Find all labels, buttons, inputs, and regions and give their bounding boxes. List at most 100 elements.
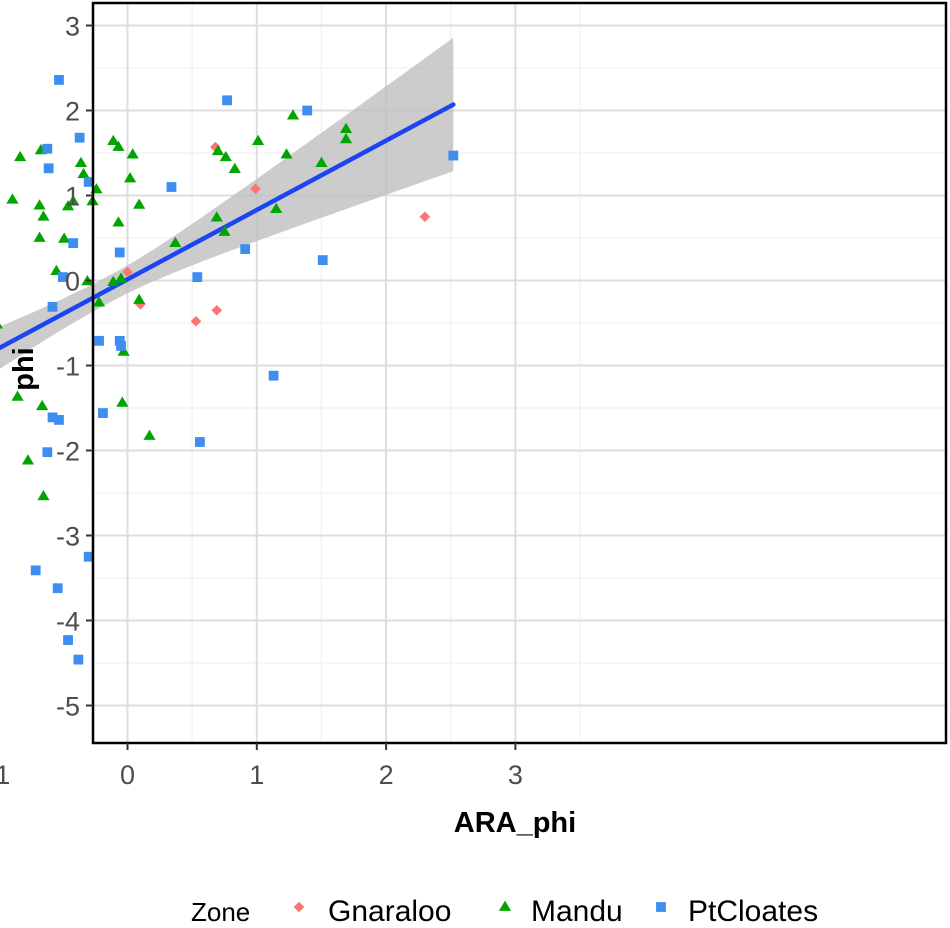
ptcloates-point (222, 95, 232, 106)
mandu-point (6, 193, 19, 204)
ptcloates-point (47, 301, 58, 312)
ptcloates-point (448, 150, 459, 161)
y-axis-title: phi (8, 347, 40, 391)
gnaraloo-point (190, 316, 202, 327)
legend-item-gnaraloo: Gnaraloo (293, 895, 451, 928)
ptcloates-point (166, 182, 177, 192)
mandu-point (169, 236, 182, 247)
y-tick-label: 2 (65, 97, 80, 127)
y-tick-label: 0 (65, 267, 80, 297)
y-tick-label: -1 (56, 352, 80, 382)
ptcloates-point (83, 551, 94, 562)
x-tick-label: 1 (249, 760, 264, 790)
series-ptcloates (30, 75, 459, 665)
ptcloates-point (116, 341, 126, 351)
ptcloates-point (94, 335, 104, 346)
legend-label-ptcloates: PtCloates (688, 895, 818, 928)
legend-key-ptcloates (656, 902, 666, 912)
mandu-point (14, 150, 27, 162)
y-tick-label: -5 (56, 692, 80, 722)
mandu-point (11, 390, 24, 401)
mandu-point (92, 296, 106, 307)
mandu-point (315, 156, 328, 168)
mandu-point (114, 272, 128, 283)
mandu-point (133, 198, 146, 209)
mandu-point (339, 122, 353, 134)
ptcloates-point (30, 565, 41, 576)
ptcloates-point (52, 583, 63, 594)
mandu-point (112, 216, 125, 227)
legend-key-mandu (498, 900, 512, 911)
ptcloates-point (268, 370, 279, 381)
mandu-point (339, 133, 353, 144)
legend-key-gnaraloo (293, 901, 305, 913)
y-axis-ticks: -5 -4 -3 -2 -1 0 1 2 3 (56, 12, 93, 722)
mandu-point (33, 199, 46, 210)
mandu-point (21, 454, 35, 465)
mandu-point (0, 323, 3, 329)
gnaraloo-point (210, 141, 221, 153)
legend-item-mandu: Mandu (498, 895, 623, 928)
legend-items: Gnaraloo Mandu PtCloates (293, 895, 818, 928)
x-tick-label: 3 (508, 760, 523, 790)
ptcloates-point (83, 177, 94, 187)
ptcloates-point (240, 244, 251, 254)
y-tick-label: 3 (65, 12, 80, 42)
y-tick-label: -3 (56, 522, 80, 552)
gnaraloo-point (122, 266, 133, 278)
mandu-point (124, 172, 137, 183)
ptcloates-point (63, 635, 73, 645)
mandu-point (58, 232, 71, 243)
ptcloates-point (317, 255, 328, 265)
mandu-point (143, 429, 156, 440)
gnaraloo-point (211, 304, 223, 316)
mandu-point (33, 231, 46, 242)
x-tick-label: 2 (379, 760, 394, 790)
plot-panel-border (91, 1, 948, 745)
mandu-point (210, 211, 223, 222)
mandu-point (116, 396, 129, 407)
mandu-point (37, 490, 50, 501)
y-tick-label: -2 (56, 437, 80, 467)
minor-gridlines (93, 3, 946, 743)
y-tick-label: 1 (65, 182, 80, 212)
x-tick-label: 0 (120, 760, 135, 790)
data-points (0, 75, 459, 665)
mandu-point (219, 150, 232, 162)
major-gridlines (93, 3, 946, 743)
mandu-point (218, 225, 231, 236)
mandu-point (67, 195, 80, 206)
mandu-point (74, 156, 88, 168)
y-tick-label: -4 (56, 607, 80, 637)
mandu-point (126, 148, 139, 159)
regression-line (0, 102, 456, 351)
mandu-point (107, 275, 120, 287)
mandu-point (133, 293, 146, 304)
mandu-point (211, 144, 225, 156)
legend-item-ptcloates: PtCloates (656, 895, 818, 928)
legend: Zone Gnaraloo Mandu PtCloates (191, 895, 818, 928)
ptcloates-point (74, 132, 85, 143)
ptcloates-point (195, 437, 205, 447)
ptcloates-point (43, 163, 54, 174)
mandu-point (252, 134, 265, 145)
gnaraloo-point (419, 211, 431, 223)
mandu-point (112, 140, 125, 151)
x-axis-title: ARA_phi (454, 807, 576, 839)
mandu-point (107, 134, 120, 145)
mandu-point (36, 399, 49, 411)
mandu-point (37, 210, 50, 221)
mandu-point (280, 148, 293, 159)
ptcloates-point (54, 415, 64, 425)
ptcloates-point (42, 143, 53, 154)
mandu-point (77, 167, 90, 179)
mandu-point (286, 109, 300, 120)
ptcloates-point (98, 408, 108, 418)
mandu-point (270, 202, 283, 213)
ptcloates-point (73, 654, 84, 665)
ptcloates-point (114, 247, 125, 258)
legend-label-mandu: Mandu (531, 895, 623, 928)
ptcloates-point (47, 412, 58, 423)
ptcloates-point (54, 75, 64, 85)
